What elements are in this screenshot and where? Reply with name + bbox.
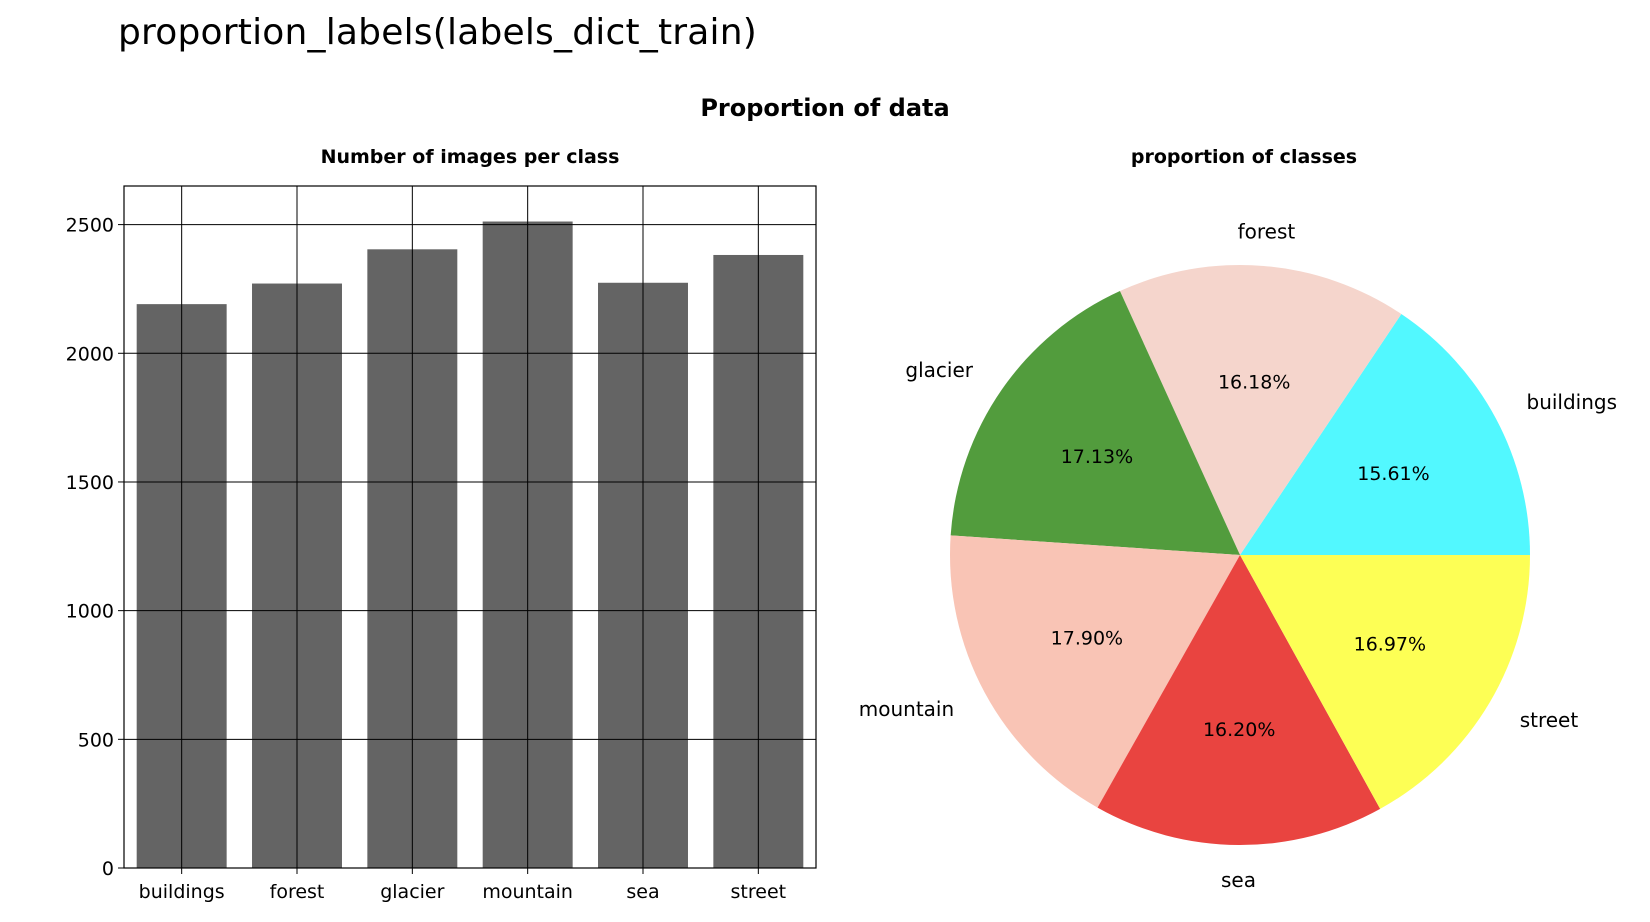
y-tick-label: 2500 <box>66 215 114 237</box>
pie-label-forest: forest <box>1238 219 1296 243</box>
bar-chart: Number of images per class 0 500 1000 1500 20… <box>66 146 817 903</box>
x-tick-label-mountain: mountain <box>482 881 573 903</box>
pie-label-glacier: glacier <box>905 358 973 382</box>
y-tick-label: 0 <box>102 858 114 880</box>
x-tick-label-sea: sea <box>626 881 659 903</box>
x-tick-label-glacier: glacier <box>380 881 444 903</box>
x-tick-label-street: street <box>731 881 787 903</box>
pie-slice-street <box>1240 555 1530 809</box>
pie-label-mountain: mountain <box>859 697 954 721</box>
pie-percent-glacier: 17.13% <box>1061 446 1133 468</box>
y-tick-label: 2000 <box>66 343 114 365</box>
pie-chart-title: proportion of classes <box>1131 146 1357 168</box>
bar-chart-title: Number of images per class <box>321 146 620 168</box>
pie-percent-buildings: 15.61% <box>1357 463 1429 485</box>
figure-title: Proportion of data <box>700 94 950 122</box>
pie-label-street: street <box>1520 708 1579 732</box>
y-tick-label: 500 <box>78 729 114 751</box>
pie-slice-glacier <box>950 291 1240 555</box>
pie-slice-sea <box>1097 555 1381 845</box>
pie-slice-buildings <box>1240 314 1530 555</box>
pie-percent-street: 16.97% <box>1354 633 1426 655</box>
x-tick-label-forest: forest <box>270 881 325 903</box>
pie-slice-mountain <box>949 535 1240 808</box>
pie-slice-forest <box>1119 265 1402 555</box>
x-tick-label-buildings: buildings <box>139 881 225 903</box>
pie-percent-mountain: 17.90% <box>1051 628 1123 650</box>
pie-label-buildings: buildings <box>1527 390 1618 414</box>
bar-axes-frame <box>123 185 817 869</box>
pie-label-sea: sea <box>1221 868 1256 892</box>
pie-percent-forest: 16.18% <box>1218 372 1290 394</box>
pie-chart: proportion of classes buildings 15.61% fore… <box>859 146 1617 892</box>
y-tick-label: 1000 <box>66 601 114 623</box>
pie-percent-sea: 16.20% <box>1203 719 1275 741</box>
code-line: proportion_labels(labels_dict_train) <box>118 12 758 53</box>
y-tick-label: 1500 <box>66 472 114 494</box>
